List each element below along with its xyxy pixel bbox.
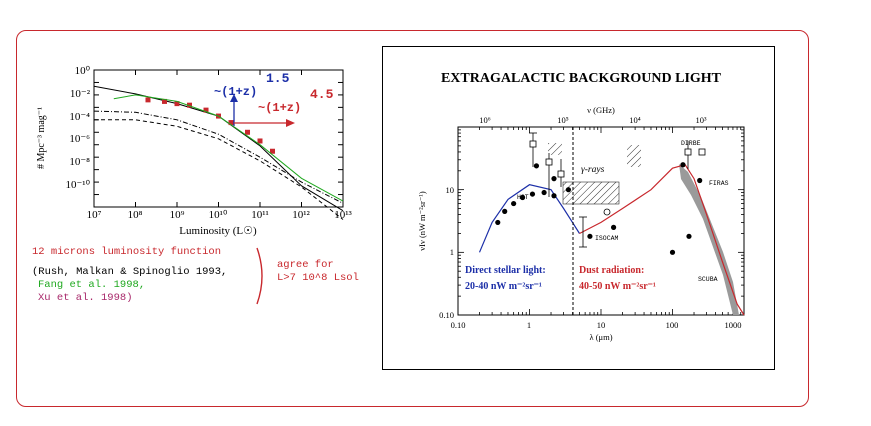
caption-agree-2: L>7 10^8 Lsol bbox=[277, 272, 359, 284]
ebl-data-point bbox=[529, 191, 536, 197]
ebl-xtick-label: 1 bbox=[527, 320, 531, 330]
ebl-data-point bbox=[519, 194, 526, 201]
ebl-data-point bbox=[541, 189, 547, 196]
ebl-series-line bbox=[478, 184, 581, 253]
ebl-ytick-label: 10 bbox=[446, 185, 455, 195]
data-point-open bbox=[545, 158, 553, 166]
label-firas: FIRAS bbox=[709, 180, 729, 187]
stellar-light-value: 20-40 nW m⁻²sr⁻¹ bbox=[465, 281, 542, 292]
ebl-xtick-label: 1000 bbox=[725, 320, 742, 330]
caption-block: 12 microns luminosity function (Rush, Ma… bbox=[32, 246, 382, 316]
ebl-data-point bbox=[669, 249, 676, 255]
left-series-marker bbox=[203, 107, 209, 113]
dust-radiation-value: 40-50 nW m⁻²sr⁻¹ bbox=[579, 281, 656, 292]
left-ytick-label: 10⁻² bbox=[70, 88, 91, 100]
left-series-marker bbox=[228, 120, 234, 126]
left-series-marker bbox=[269, 148, 275, 154]
data-point-open bbox=[557, 170, 565, 178]
ebl-data-point bbox=[495, 219, 501, 226]
left-series-marker bbox=[257, 138, 263, 144]
ebl-ytick-label: 0.10 bbox=[439, 310, 454, 320]
ebl-top-tick-label: 10⁶ bbox=[479, 115, 491, 125]
left-ytick-label: 10⁰ bbox=[75, 65, 91, 77]
data-point-open bbox=[684, 148, 692, 156]
ebl-top-axis-label: ν (GHz) bbox=[587, 105, 615, 115]
red-arrowhead bbox=[286, 119, 295, 127]
ebl-top-tick-label: 10⁵ bbox=[557, 115, 569, 125]
ebl-title: EXTRAGALACTIC BACKGROUND LIGHT bbox=[441, 71, 722, 86]
luminosity-function-chart: 10⁰ 10⁻² 10⁻⁴ 10⁻⁶ 10⁻⁸ 10⁻¹⁰ 10⁷ 10⁸ 10… bbox=[36, 65, 352, 237]
hatch-region-mir bbox=[627, 145, 641, 167]
label-scuba: SCUBA bbox=[698, 276, 718, 283]
ebl-data-point bbox=[511, 200, 517, 207]
slide-frame bbox=[16, 30, 809, 407]
left-yaxis-label: # Mpc⁻³ mag⁻¹ bbox=[36, 107, 47, 169]
caption-ref-3: Xu et al. 1998) bbox=[38, 292, 133, 304]
caption-ref-1: (Rush, Malkan & Spinoglio 1993, bbox=[32, 266, 228, 278]
left-xtick-label: 10⁷ bbox=[87, 209, 102, 221]
left-ytick-label: 10⁻⁸ bbox=[69, 156, 90, 168]
left-series-line bbox=[93, 85, 344, 212]
left-xtick-label: 10¹² bbox=[292, 209, 310, 221]
left-ytick-label: 10⁻⁶ bbox=[69, 133, 90, 145]
ebl-data-point bbox=[697, 177, 703, 184]
ebl-data-point bbox=[502, 208, 508, 214]
left-annotation-exp-blue: 1.5 bbox=[266, 71, 290, 86]
caption-agree-1: agree for bbox=[277, 259, 334, 271]
left-annotation-red: ~(1+z) bbox=[258, 101, 301, 115]
hatch-region-optical bbox=[548, 143, 562, 155]
ebl-xtick-label: 0.10 bbox=[451, 320, 466, 330]
ebl-data-point bbox=[686, 233, 692, 239]
ebl-data-point bbox=[551, 193, 557, 199]
ebl-chart: EXTRAGALACTIC BACKGROUND LIGHT bbox=[417, 71, 745, 342]
ebl-ytick-label: 1 bbox=[450, 247, 454, 257]
left-xtick-label: 10⁸ bbox=[128, 209, 143, 221]
hatch-region-gamma bbox=[562, 181, 620, 205]
label-dirbe: DIRBE bbox=[681, 140, 701, 147]
left-xtick-label: 10¹¹ bbox=[251, 209, 269, 221]
left-xtick-label: 10⁹ bbox=[170, 209, 185, 221]
caption-bracket bbox=[256, 247, 263, 305]
left-annotation-exp-red: 4.5 bbox=[310, 87, 334, 102]
left-xaxis-label: Luminosity (L☉) bbox=[179, 225, 257, 237]
ebl-data-point bbox=[551, 176, 557, 182]
left-series-line bbox=[93, 110, 344, 204]
firas-band bbox=[679, 164, 739, 315]
blue-arrowhead bbox=[230, 94, 238, 102]
left-series-marker bbox=[162, 98, 168, 104]
left-ytick-label: 10⁻¹⁰ bbox=[65, 179, 90, 191]
ebl-xtick-label: 100 bbox=[666, 320, 679, 330]
left-series-marker bbox=[186, 102, 192, 108]
ebl-panel: EXTRAGALACTIC BACKGROUND LIGHT bbox=[382, 46, 775, 370]
ebl-xtick-label: 10 bbox=[597, 320, 606, 330]
left-series-line bbox=[94, 119, 344, 220]
left-annotation-blue: ~(1+z) bbox=[214, 85, 257, 99]
left-xtick-label: 10¹⁰ bbox=[209, 209, 228, 221]
ebl-top-tick-label: 10³ bbox=[695, 115, 707, 125]
left-series-marker bbox=[245, 129, 251, 135]
label-hst: HST bbox=[517, 194, 529, 201]
caption-ref-2: Fang et al. 1998, bbox=[38, 279, 146, 291]
ebl-data-point bbox=[680, 162, 686, 168]
ebl-data-point bbox=[610, 224, 617, 230]
left-series-marker bbox=[145, 97, 151, 103]
ebl-data-point bbox=[533, 163, 540, 169]
data-point-open bbox=[529, 140, 537, 148]
label-isocam: ISOCAM bbox=[595, 235, 619, 242]
ebl-yaxis-label: νIν (nW m⁻²sr⁻¹) bbox=[417, 191, 427, 251]
ebl-data-point bbox=[565, 187, 572, 193]
left-xtick-label: 10¹³ bbox=[334, 209, 352, 221]
ebl-top-tick-label: 10⁴ bbox=[629, 115, 641, 125]
data-point-open bbox=[603, 208, 611, 216]
stellar-light-label: Direct stellar light: bbox=[465, 265, 546, 276]
dust-radiation-label: Dust radiation: bbox=[579, 265, 644, 276]
caption-title: 12 microns luminosity function bbox=[32, 246, 222, 258]
ebl-data-point bbox=[587, 233, 593, 239]
label-gamma-rays: γ-rays bbox=[581, 165, 605, 175]
left-series-line bbox=[113, 94, 344, 202]
data-point-open bbox=[698, 148, 706, 156]
left-series-marker bbox=[174, 101, 180, 107]
left-ytick-label: 10⁻⁴ bbox=[69, 111, 90, 123]
ebl-xaxis-label: λ (μm) bbox=[589, 332, 612, 342]
